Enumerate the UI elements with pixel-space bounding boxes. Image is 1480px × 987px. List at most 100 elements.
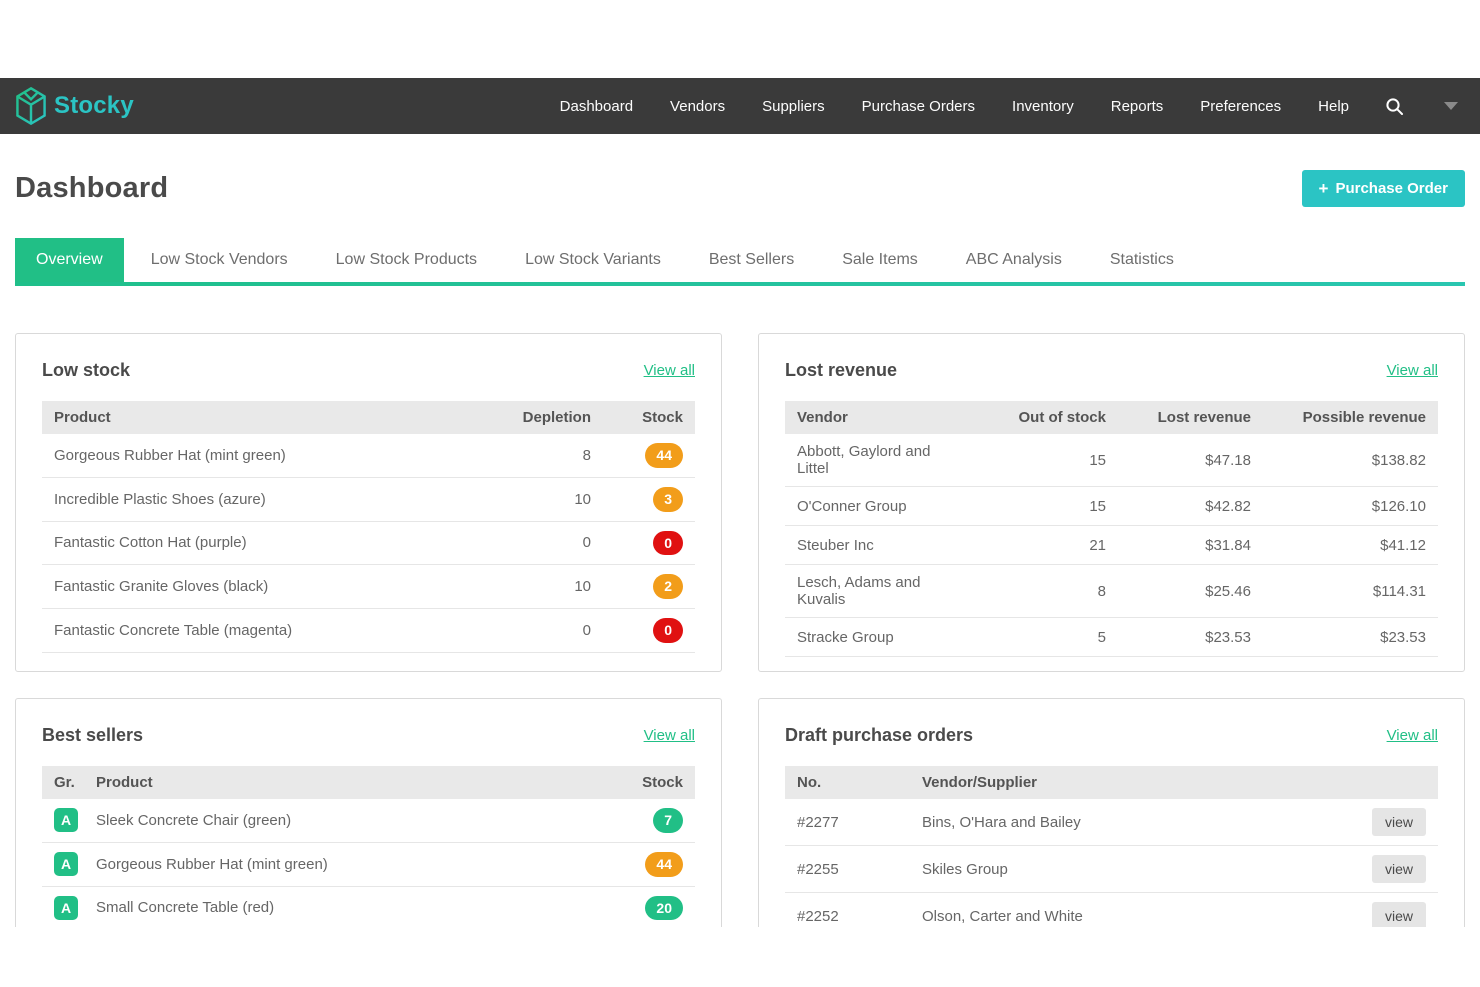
- stock-cell: 20: [603, 886, 695, 927]
- po-number-cell: #2252: [785, 893, 910, 928]
- purchase-order-button-label: Purchase Order: [1335, 180, 1448, 197]
- draft-po-view-all-link[interactable]: View all: [1387, 727, 1438, 744]
- plus-icon: +: [1319, 180, 1329, 197]
- tab-abc-analysis[interactable]: ABC Analysis: [945, 238, 1083, 282]
- lost-revenue-cell: $23.53: [1118, 618, 1263, 657]
- lost-revenue-cell: $42.82: [1118, 487, 1263, 526]
- card-best-sellers: Best sellers View all Gr. Product Stock …: [15, 698, 722, 927]
- top-nav: Stocky Dashboard Vendors Suppliers Purchase…: [0, 78, 1480, 134]
- table-row: Fantastic Concrete Table (magenta)00: [42, 609, 695, 653]
- stock-badge: 0: [653, 618, 683, 643]
- grade-cell: A: [42, 799, 84, 842]
- product-name-cell: Fantastic Granite Gloves (black): [42, 565, 473, 609]
- purchase-order-button[interactable]: + Purchase Order: [1302, 170, 1466, 207]
- column-header-lost-revenue: Lost revenue: [1118, 401, 1263, 434]
- stock-badge: 0: [653, 531, 683, 556]
- view-button[interactable]: view: [1372, 855, 1426, 883]
- vendor-cell: Abbott, Gaylord and Littel: [785, 434, 968, 487]
- tabs: OverviewLow Stock VendorsLow Stock Produ…: [15, 238, 1465, 282]
- grade-cell: A: [42, 886, 84, 927]
- brand[interactable]: Stocky: [14, 87, 134, 125]
- search-icon[interactable]: [1385, 97, 1404, 116]
- table-row: AGorgeous Rubber Hat (mint green)44: [42, 842, 695, 886]
- main-content: Dashboard + Purchase Order OverviewLow S…: [0, 170, 1480, 927]
- possible-revenue-cell: $41.12: [1263, 526, 1438, 565]
- vendor-cell: Olson, Carter and White: [910, 893, 1358, 928]
- possible-revenue-cell: $126.10: [1263, 487, 1438, 526]
- column-header-action: [1358, 766, 1438, 799]
- possible-revenue-cell: $114.31: [1263, 565, 1438, 618]
- tab-low-stock-products[interactable]: Low Stock Products: [315, 238, 498, 282]
- chevron-down-icon[interactable]: [1444, 102, 1458, 110]
- table-row: Fantastic Cotton Hat (purple)00: [42, 521, 695, 565]
- tab-bar: OverviewLow Stock VendorsLow Stock Produ…: [15, 238, 1465, 286]
- view-button[interactable]: view: [1372, 902, 1426, 927]
- stock-cell: 44: [603, 842, 695, 886]
- page-header: Dashboard + Purchase Order: [15, 170, 1465, 207]
- table-row: Lesch, Adams and Kuvalis8$25.46$114.31: [785, 565, 1438, 618]
- column-header-number: No.: [785, 766, 910, 799]
- product-name-cell: Fantastic Concrete Table (magenta): [42, 609, 473, 653]
- tab-statistics[interactable]: Statistics: [1089, 238, 1195, 282]
- page-title: Dashboard: [15, 172, 168, 205]
- nav-item-preferences[interactable]: Preferences: [1200, 98, 1281, 115]
- nav-item-vendors[interactable]: Vendors: [670, 98, 725, 115]
- draft-po-table: No. Vendor/Supplier #2277Bins, O'Hara an…: [785, 766, 1438, 927]
- card-title: Lost revenue: [785, 360, 897, 381]
- possible-revenue-cell: $23.53: [1263, 618, 1438, 657]
- product-name-cell: Fantastic Cotton Hat (purple): [42, 521, 473, 565]
- best-sellers-view-all-link[interactable]: View all: [644, 727, 695, 744]
- nav-items: Dashboard Vendors Suppliers Purchase Orders…: [523, 98, 1349, 115]
- lost-revenue-view-all-link[interactable]: View all: [1387, 362, 1438, 379]
- card-title: Best sellers: [42, 725, 143, 746]
- nav-item-help[interactable]: Help: [1318, 98, 1349, 115]
- stock-cell: 0: [603, 521, 695, 565]
- low-stock-view-all-link[interactable]: View all: [644, 362, 695, 379]
- table-row: Abbott, Gaylord and Littel15$47.18$138.8…: [785, 434, 1438, 487]
- table-row: #2252Olson, Carter and White view: [785, 893, 1438, 928]
- top-strip: [0, 0, 1480, 78]
- vendor-cell: Skiles Group: [910, 846, 1358, 893]
- stock-badge: 2: [653, 574, 683, 599]
- column-header-grade: Gr.: [42, 766, 84, 799]
- cards-grid: Low stock View all Product Depletion Sto…: [15, 333, 1465, 927]
- tab-low-stock-variants[interactable]: Low Stock Variants: [504, 238, 682, 282]
- stock-badge: 44: [645, 852, 683, 877]
- nav-item-suppliers[interactable]: Suppliers: [762, 98, 825, 115]
- column-header-product: Product: [42, 401, 473, 434]
- product-name-cell: Sleek Concrete Chair (green): [84, 799, 603, 842]
- out-of-stock-cell: 8: [968, 565, 1118, 618]
- lost-revenue-cell: $47.18: [1118, 434, 1263, 487]
- tab-best-sellers[interactable]: Best Sellers: [688, 238, 815, 282]
- out-of-stock-cell: 5: [968, 618, 1118, 657]
- column-header-possible-revenue: Possible revenue: [1263, 401, 1438, 434]
- stock-cell: 7: [603, 799, 695, 842]
- tab-low-stock-vendors[interactable]: Low Stock Vendors: [130, 238, 309, 282]
- out-of-stock-cell: 15: [968, 434, 1118, 487]
- stock-cell: 0: [603, 609, 695, 653]
- column-header-vendor-supplier: Vendor/Supplier: [910, 766, 1358, 799]
- nav-item-purchase-orders[interactable]: Purchase Orders: [862, 98, 975, 115]
- stock-badge: 44: [645, 443, 683, 468]
- column-header-vendor: Vendor: [785, 401, 968, 434]
- tab-overview[interactable]: Overview: [15, 238, 124, 282]
- depletion-cell: 0: [473, 521, 603, 565]
- out-of-stock-cell: 21: [968, 526, 1118, 565]
- card-low-stock: Low stock View all Product Depletion Sto…: [15, 333, 722, 672]
- nav-item-reports[interactable]: Reports: [1111, 98, 1164, 115]
- possible-revenue-cell: $138.82: [1263, 434, 1438, 487]
- grade-badge: A: [54, 896, 78, 920]
- grade-badge: A: [54, 808, 78, 832]
- column-header-stock: Stock: [603, 766, 695, 799]
- nav-item-dashboard[interactable]: Dashboard: [560, 98, 633, 115]
- nav-right: Dashboard Vendors Suppliers Purchase Orders…: [523, 97, 1458, 116]
- vendor-cell: Bins, O'Hara and Bailey: [910, 799, 1358, 846]
- vendor-cell: Stracke Group: [785, 618, 968, 657]
- depletion-cell: 0: [473, 609, 603, 653]
- vendor-cell: Steuber Inc: [785, 526, 968, 565]
- table-row: ASmall Concrete Table (red)20: [42, 886, 695, 927]
- tab-sale-items[interactable]: Sale Items: [821, 238, 939, 282]
- nav-item-inventory[interactable]: Inventory: [1012, 98, 1074, 115]
- stock-badge: 7: [653, 808, 683, 833]
- view-button[interactable]: view: [1372, 808, 1426, 836]
